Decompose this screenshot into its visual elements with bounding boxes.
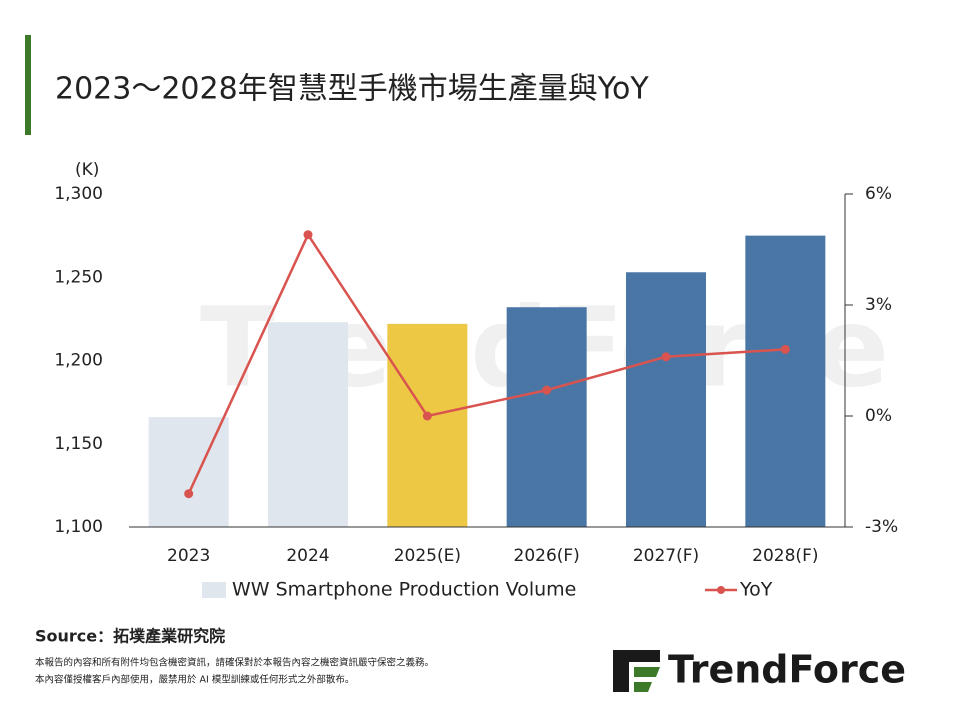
logo-icon	[613, 650, 660, 692]
x-tick-label: 2025(E)	[394, 546, 461, 566]
legend-swatch	[717, 586, 725, 594]
x-tick-label: 2028(F)	[752, 546, 818, 566]
y2-tick-label: -3%	[865, 517, 898, 537]
chart-title: 2023～2028年智慧型手機市場生產量與YoY	[55, 72, 649, 107]
logo-text: TrendForce	[668, 648, 906, 692]
disclaimer: 本報告的內容和所有附件均包含機密資訊，請確保對於本報告內容之機密資訊嚴守保密之義…	[35, 657, 434, 669]
line	[187, 232, 786, 495]
y-axis-label: (K)	[75, 160, 99, 180]
disclaimer: 本內容僅授權客戶內部使用，嚴禁用於 AI 模型訓練或任何形式之外部散布。	[35, 674, 354, 686]
y2-tick-label: 3%	[865, 295, 892, 315]
title-accent	[25, 35, 31, 135]
line-marker	[661, 352, 671, 362]
bar	[268, 322, 348, 527]
legend-label: WW Smartphone Production Volume	[232, 579, 576, 601]
legend-label: YoY	[739, 579, 773, 601]
bar	[745, 235, 826, 527]
x-tick-label: 2023	[167, 546, 210, 566]
x-tick-label: 2026(F)	[514, 546, 580, 566]
y-tick-label: 1,200	[54, 351, 103, 371]
line-marker	[303, 230, 313, 240]
line-marker	[184, 489, 194, 499]
line-marker	[422, 411, 432, 421]
y-tick-label: 1,100	[54, 517, 103, 537]
y-tick-label: 1,150	[54, 434, 103, 454]
line-marker	[542, 385, 552, 395]
legend-swatch	[202, 582, 226, 598]
x-tick-label: 2024	[286, 546, 329, 566]
line-marker	[780, 344, 790, 354]
bar	[387, 323, 468, 527]
bar	[626, 272, 706, 527]
y2-tick-label: 6%	[865, 184, 892, 204]
y2-tick-label: 0%	[865, 406, 892, 426]
y-tick-label: 1,250	[54, 267, 103, 287]
x-tick-label: 2027(F)	[633, 546, 699, 566]
bar	[506, 307, 587, 527]
source: Source：拓墣產業研究院	[35, 627, 225, 646]
y-tick-label: 1,300	[54, 184, 103, 204]
